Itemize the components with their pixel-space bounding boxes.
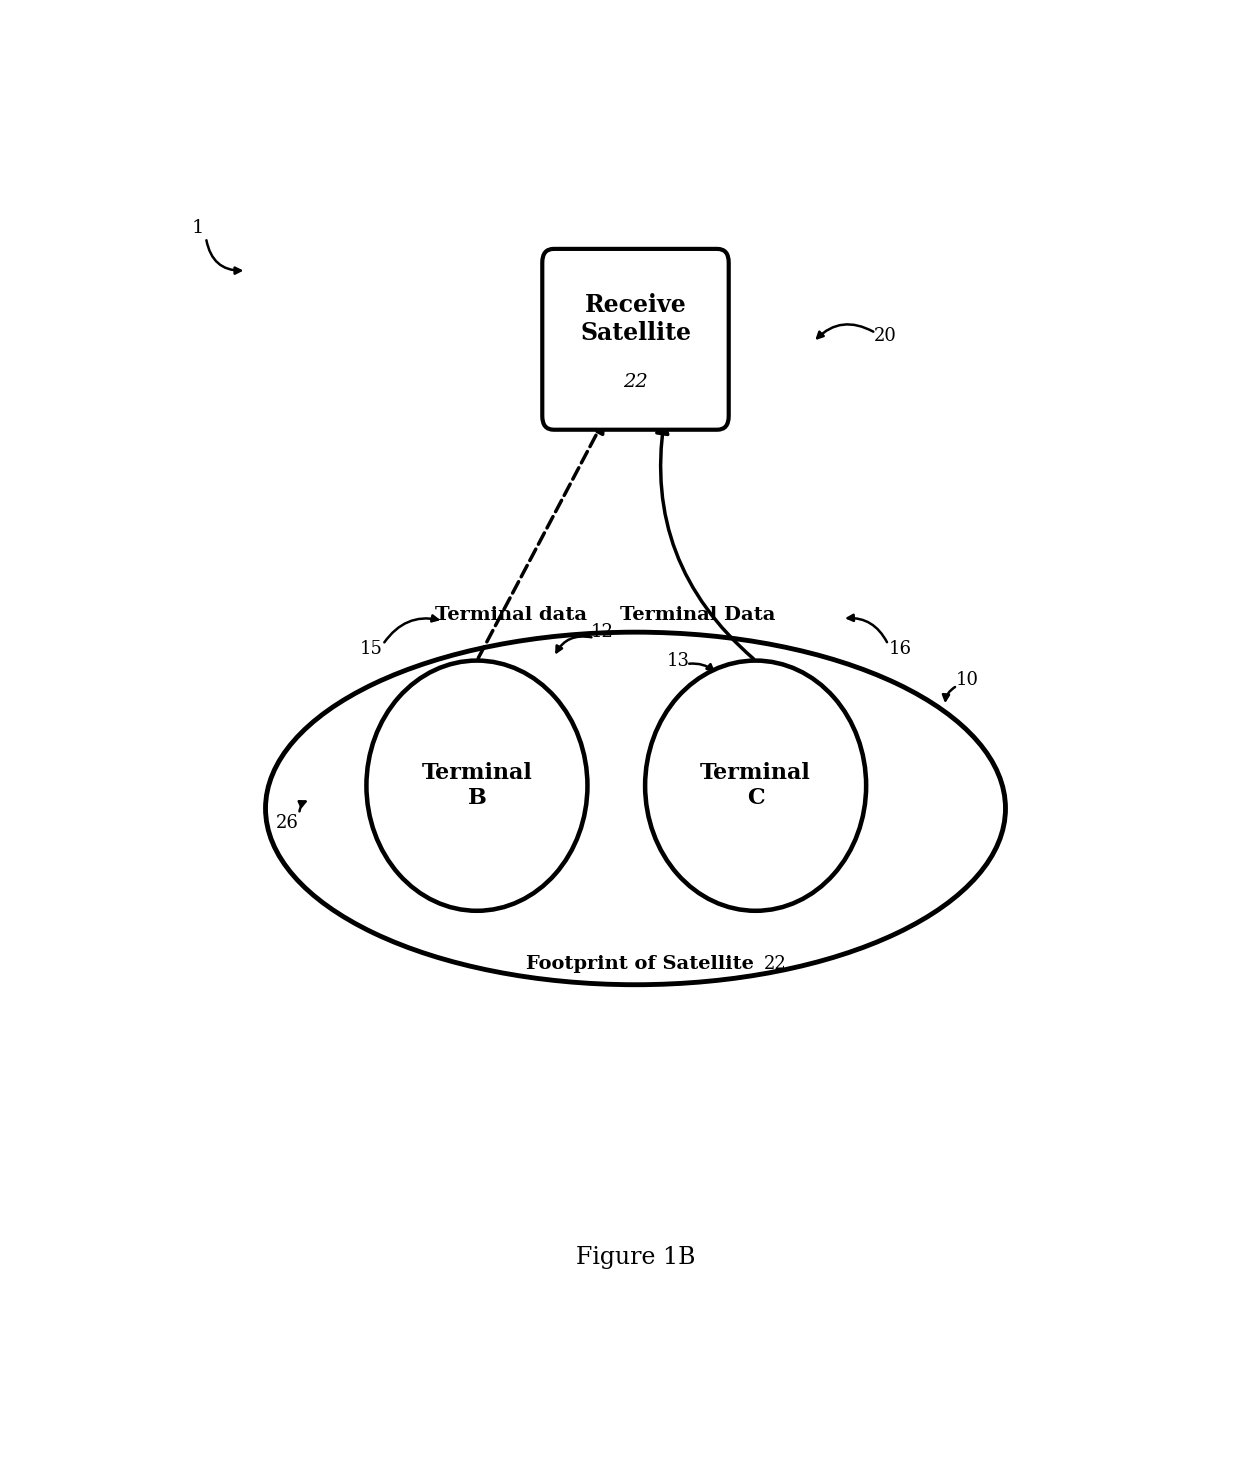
Text: 15: 15 xyxy=(360,640,383,659)
Text: 16: 16 xyxy=(888,640,911,659)
FancyBboxPatch shape xyxy=(542,250,729,430)
Text: 22: 22 xyxy=(764,956,786,973)
Text: 22: 22 xyxy=(624,374,647,391)
Text: 13: 13 xyxy=(667,651,691,669)
Ellipse shape xyxy=(645,660,866,911)
Text: 12: 12 xyxy=(590,623,614,641)
Text: 20: 20 xyxy=(874,328,897,346)
Text: 1: 1 xyxy=(192,220,205,238)
Text: 26: 26 xyxy=(277,814,299,832)
Text: Terminal
C: Terminal C xyxy=(701,762,811,809)
Text: 10: 10 xyxy=(956,671,978,688)
Text: Receive
Satellite: Receive Satellite xyxy=(580,292,691,344)
Ellipse shape xyxy=(367,660,588,911)
Text: Terminal
B: Terminal B xyxy=(422,762,532,809)
Text: Terminal data: Terminal data xyxy=(434,606,587,625)
Text: Terminal Data: Terminal Data xyxy=(620,606,776,625)
Text: Footprint of Satellite: Footprint of Satellite xyxy=(526,956,754,973)
Text: Figure 1B: Figure 1B xyxy=(575,1247,696,1269)
